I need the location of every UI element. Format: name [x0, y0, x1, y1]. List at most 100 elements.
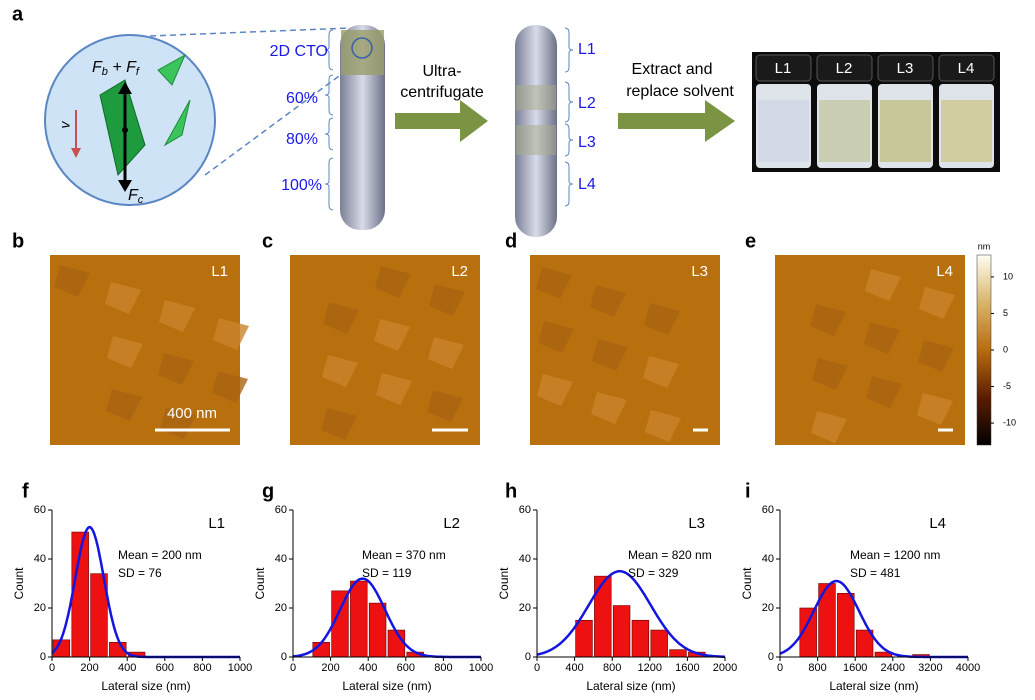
- x-tick-label: 1000: [228, 662, 252, 674]
- annotation: Mean = 820 nm: [628, 548, 712, 562]
- panel-label: c: [262, 230, 273, 252]
- step-label: Extract and: [632, 61, 713, 78]
- bar: [669, 649, 687, 658]
- y-tick-label: 0: [281, 651, 287, 663]
- vial-liquid: [941, 100, 992, 162]
- afm-flake: [321, 408, 357, 440]
- y-tick-label: 40: [762, 553, 774, 565]
- vial-cap: [938, 54, 995, 82]
- colorbar-tick-label: 5: [1003, 308, 1008, 318]
- y-tick-label: 0: [40, 651, 46, 663]
- afm-flake: [159, 300, 195, 332]
- afm-flake: [536, 267, 572, 299]
- force-subscript: f: [136, 66, 140, 78]
- bar: [612, 605, 631, 658]
- y-tick-label: 20: [519, 602, 531, 614]
- afm-flake: [538, 321, 574, 353]
- arrow: [395, 100, 488, 142]
- x-axis-label: Lateral size (nm): [101, 679, 190, 693]
- x-tick-label: 1600: [675, 662, 699, 674]
- scale-bar-label: 400 nm: [167, 405, 217, 422]
- layer-label: L1: [578, 41, 596, 58]
- colorbar-tick-label: -10: [1003, 417, 1016, 427]
- afm-flake: [322, 355, 358, 387]
- afm-flake: [376, 373, 412, 405]
- force-label: Fb + Ff: [92, 59, 140, 78]
- x-tick-label: 800: [193, 662, 211, 674]
- x-tick-label: 600: [397, 662, 415, 674]
- y-tick-label: 40: [275, 553, 287, 565]
- layer-label: L2: [578, 95, 596, 112]
- x-tick-label: 0: [777, 662, 783, 674]
- vial-liquid: [819, 100, 870, 162]
- colorbar: [976, 254, 992, 446]
- x-tick-label: 2400: [881, 662, 905, 674]
- x-tick-label: 600: [156, 662, 174, 674]
- fit-curve: [536, 570, 725, 658]
- y-tick-label: 20: [34, 602, 46, 614]
- vial-liquid: [880, 100, 931, 162]
- x-tick-label: 200: [321, 662, 339, 674]
- colorbar-tick-label: -5: [1003, 381, 1011, 391]
- x-tick-label: 800: [808, 662, 826, 674]
- x-tick-label: 2000: [713, 662, 737, 674]
- afm-flake: [591, 392, 627, 424]
- afm-label: L4: [936, 263, 953, 280]
- y-tick-label: 0: [768, 651, 774, 663]
- panel-label: d: [505, 230, 517, 252]
- annotation: Mean = 1200 nm: [850, 548, 940, 562]
- schematic: [44, 27, 359, 206]
- y-tick-label: 20: [762, 602, 774, 614]
- afm-flake: [54, 265, 90, 297]
- annotation: SD = 481: [850, 566, 901, 580]
- force-label: Fc: [128, 187, 144, 206]
- afm-flake: [429, 284, 465, 316]
- vial-label: L2: [836, 60, 853, 77]
- x-tick-label: 1200: [638, 662, 662, 674]
- panel-label: e: [745, 230, 756, 252]
- x-tick-label: 200: [80, 662, 98, 674]
- afm-flake: [323, 302, 359, 334]
- bar: [650, 629, 668, 658]
- afm-flake: [919, 287, 955, 319]
- afm-flake: [643, 356, 679, 388]
- y-tick-label: 40: [34, 553, 46, 565]
- vial-liquid: [758, 100, 809, 162]
- afm-flake: [106, 389, 142, 421]
- panel-label: b: [12, 230, 24, 252]
- x-axis-label: Lateral size (nm): [586, 679, 675, 693]
- panel-label: a: [12, 3, 24, 25]
- afm-flake: [865, 269, 901, 301]
- colorbar-tick-label: 10: [1003, 271, 1013, 281]
- x-tick-label: 4000: [956, 662, 980, 674]
- afm-flake: [918, 340, 954, 372]
- gradient-label: 100%: [281, 177, 322, 194]
- afm-flake: [158, 353, 194, 385]
- y-tick-label: 60: [762, 504, 774, 516]
- x-tick-label: 400: [565, 662, 583, 674]
- x-tick-label: 1000: [469, 662, 493, 674]
- step-label: replace solvent: [626, 83, 734, 100]
- bar: [368, 602, 387, 658]
- chart-label: L2: [443, 515, 460, 532]
- vial-cap: [816, 54, 873, 82]
- force-symbol: F: [92, 59, 103, 76]
- afm-flake: [537, 374, 573, 406]
- x-tick-label: 400: [359, 662, 377, 674]
- velocity-label: v: [57, 121, 73, 129]
- afm-flake: [866, 376, 902, 408]
- x-tick-label: 0: [49, 662, 55, 674]
- afm-flake: [374, 319, 410, 351]
- tube: [515, 25, 574, 237]
- y-axis-label: Count: [253, 567, 267, 600]
- y-tick-label: 60: [519, 504, 531, 516]
- colorbar-tick-label: 0: [1003, 344, 1008, 354]
- annotation: SD = 329: [628, 566, 679, 580]
- y-tick-label: 60: [34, 504, 46, 516]
- bar: [837, 592, 855, 658]
- x-axis-label: Lateral size (nm): [829, 679, 918, 693]
- chart-label: L1: [208, 515, 225, 532]
- colorbar-unit: nm: [978, 241, 991, 251]
- vial-cap: [877, 54, 934, 82]
